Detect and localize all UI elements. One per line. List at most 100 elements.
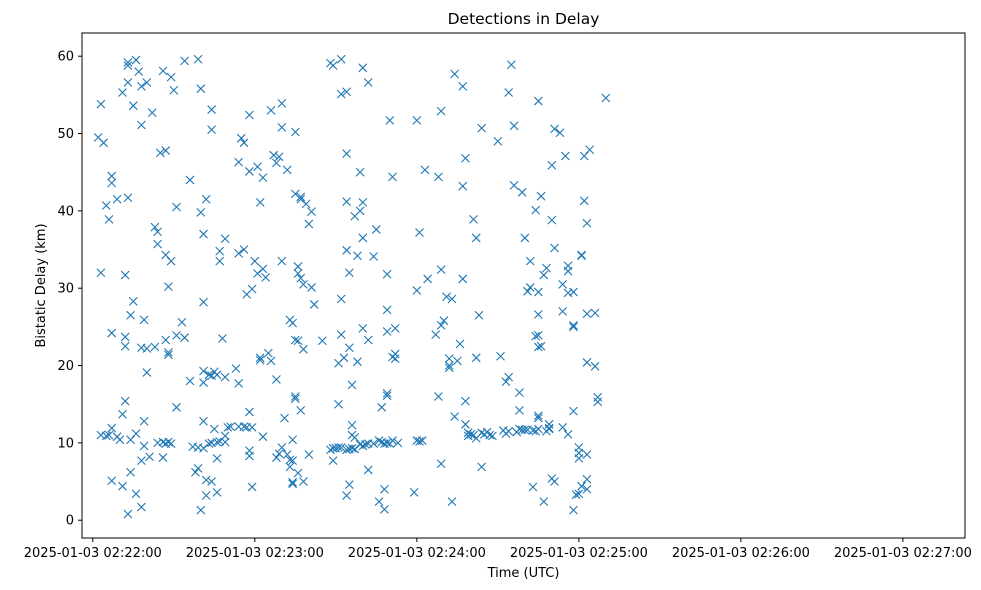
data-point bbox=[317, 336, 327, 346]
data-point bbox=[550, 124, 559, 134]
data-point bbox=[118, 88, 127, 97]
data-point bbox=[336, 443, 346, 452]
data-point bbox=[101, 431, 111, 441]
data-point bbox=[558, 279, 568, 289]
data-point bbox=[434, 392, 443, 401]
data-point bbox=[131, 55, 141, 65]
data-point bbox=[282, 165, 292, 175]
data-point bbox=[255, 355, 265, 365]
data-point bbox=[196, 208, 206, 217]
data-point bbox=[250, 256, 260, 266]
data-point bbox=[139, 416, 149, 426]
data-point bbox=[501, 377, 511, 387]
data-point bbox=[137, 120, 146, 130]
x-tick-label: 2025-01-03 02:25:00 bbox=[510, 546, 648, 561]
data-markers bbox=[93, 54, 611, 519]
data-point bbox=[531, 205, 541, 215]
data-point bbox=[496, 351, 505, 361]
data-point bbox=[220, 437, 230, 447]
data-point bbox=[107, 171, 117, 181]
data-point bbox=[164, 350, 173, 360]
data-point bbox=[582, 358, 592, 367]
data-point bbox=[544, 419, 554, 429]
data-point bbox=[358, 441, 368, 451]
data-point bbox=[304, 450, 314, 459]
data-point bbox=[193, 54, 203, 64]
data-point bbox=[474, 310, 484, 320]
data-point bbox=[120, 332, 130, 342]
data-point bbox=[520, 233, 530, 243]
data-point bbox=[466, 429, 476, 439]
data-point bbox=[212, 487, 222, 497]
data-point bbox=[328, 456, 338, 466]
data-point bbox=[201, 475, 211, 485]
y-tick-label: 50 bbox=[57, 127, 74, 142]
data-point bbox=[164, 348, 173, 357]
data-point bbox=[363, 335, 373, 345]
data-point bbox=[582, 218, 592, 228]
data-point bbox=[199, 416, 208, 426]
data-point bbox=[361, 440, 370, 449]
data-point bbox=[536, 191, 546, 201]
data-point bbox=[382, 438, 392, 448]
data-point bbox=[342, 149, 352, 159]
data-point bbox=[350, 433, 360, 442]
data-point bbox=[344, 343, 354, 353]
data-point bbox=[533, 287, 543, 297]
data-point bbox=[236, 133, 246, 143]
data-point bbox=[436, 320, 446, 330]
x-axis-ticks: 2025-01-03 02:22:00 2025-01-03 02:23:00 20… bbox=[24, 538, 972, 561]
data-point bbox=[309, 300, 319, 309]
data-point bbox=[131, 429, 141, 438]
data-point bbox=[347, 443, 357, 453]
data-point bbox=[299, 279, 308, 289]
data-point bbox=[107, 476, 117, 486]
data-point bbox=[579, 151, 589, 161]
data-point bbox=[247, 423, 257, 432]
data-point bbox=[293, 336, 303, 346]
data-point bbox=[471, 233, 481, 243]
data-point bbox=[493, 136, 503, 146]
data-point bbox=[107, 178, 117, 188]
data-point bbox=[542, 263, 551, 273]
data-point bbox=[444, 354, 454, 363]
data-point bbox=[450, 412, 460, 421]
data-point bbox=[269, 150, 279, 160]
y-tick-label: 30 bbox=[57, 282, 74, 297]
data-point bbox=[417, 436, 427, 445]
data-point bbox=[245, 110, 254, 120]
data-point bbox=[96, 268, 106, 278]
data-point bbox=[220, 234, 230, 244]
data-point bbox=[528, 482, 538, 492]
data-point bbox=[258, 173, 268, 183]
data-point bbox=[447, 497, 457, 507]
data-point bbox=[218, 334, 227, 343]
data-point bbox=[574, 489, 584, 499]
data-point bbox=[166, 72, 176, 82]
data-point bbox=[169, 85, 179, 95]
data-point bbox=[185, 376, 195, 386]
data-point bbox=[533, 424, 543, 434]
plot-frame bbox=[81, 32, 966, 539]
data-point bbox=[563, 266, 573, 276]
data-point bbox=[285, 455, 295, 465]
data-point bbox=[533, 310, 543, 319]
data-point bbox=[180, 333, 190, 343]
data-point bbox=[301, 199, 311, 209]
data-point bbox=[550, 477, 559, 486]
data-point bbox=[147, 108, 157, 118]
data-point bbox=[164, 437, 173, 447]
data-point bbox=[115, 435, 125, 445]
data-point bbox=[471, 353, 481, 363]
data-point bbox=[444, 361, 454, 370]
data-point bbox=[409, 487, 419, 497]
data-point bbox=[158, 453, 168, 462]
data-point bbox=[390, 354, 400, 363]
data-point bbox=[442, 292, 451, 302]
data-point bbox=[334, 399, 343, 409]
data-point bbox=[582, 474, 592, 484]
data-point bbox=[439, 316, 449, 326]
data-point bbox=[128, 296, 138, 306]
data-point bbox=[528, 426, 538, 435]
data-point bbox=[563, 429, 573, 439]
